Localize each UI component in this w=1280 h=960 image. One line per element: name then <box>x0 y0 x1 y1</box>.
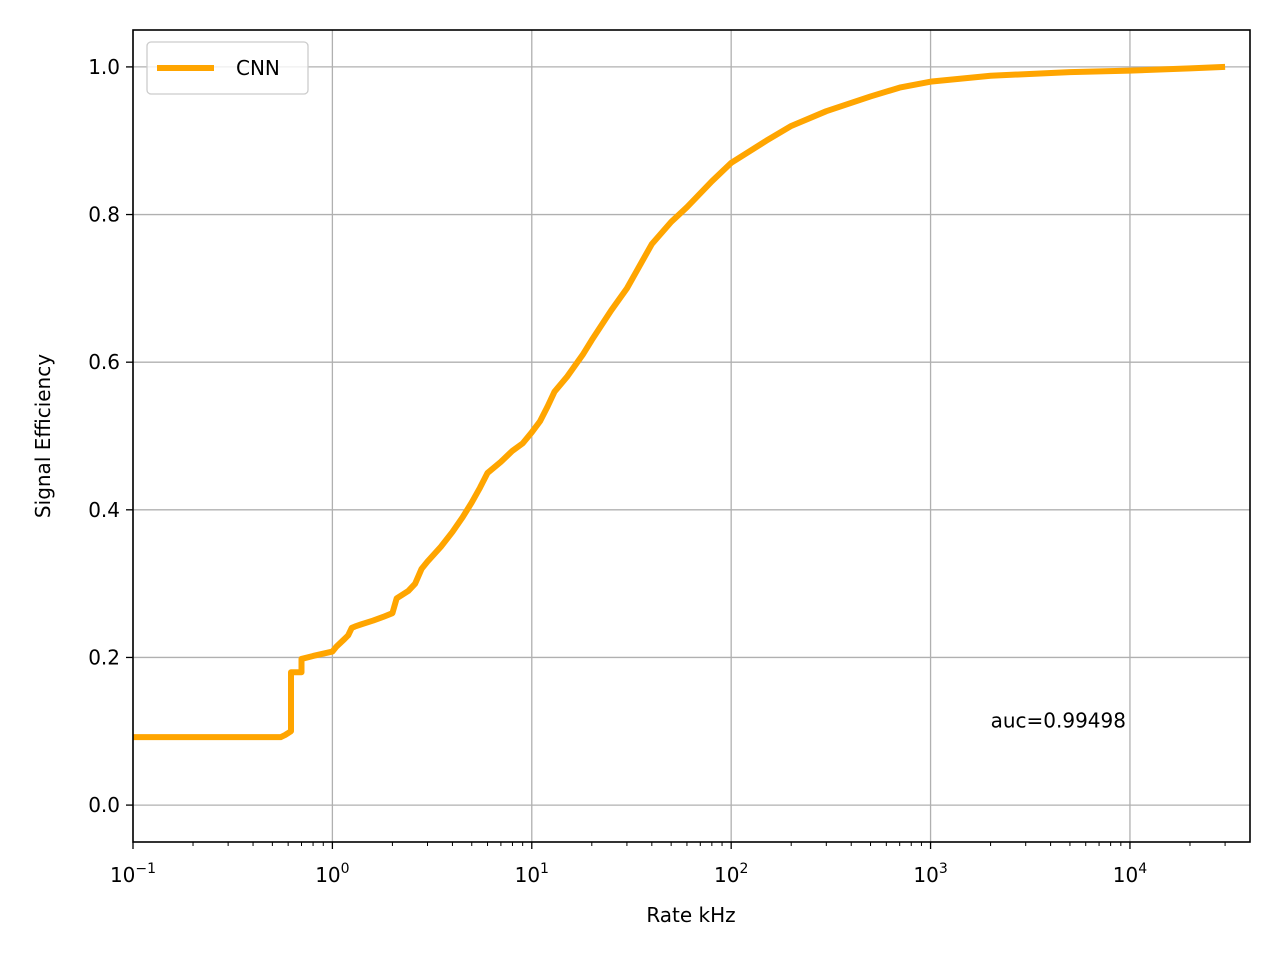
x-tick-label: 101 <box>515 861 549 887</box>
y-tick-label: 0.2 <box>88 645 120 669</box>
x-tick-label: 10−1 <box>110 861 156 887</box>
y-tick-label: 0.8 <box>88 203 120 227</box>
x-tick-label: 100 <box>315 861 349 887</box>
axes-frame <box>132 29 1251 843</box>
legend-box <box>146 41 309 95</box>
y-tick-label: 0.6 <box>88 350 120 374</box>
legend: CNN <box>146 41 309 95</box>
legend-label-cnn: CNN <box>236 56 280 80</box>
y-tick-label: 0.0 <box>88 793 120 817</box>
y-tick-label: 1.0 <box>88 55 120 79</box>
grid <box>132 30 1250 842</box>
y-axis-label: Signal Efficiency <box>31 354 55 518</box>
auc-annotation: auc=0.99498 <box>991 709 1126 733</box>
x-axis-label: Rate kHz <box>646 903 735 927</box>
x-tick-label: 103 <box>913 861 947 887</box>
y-tick-label: 0.4 <box>88 498 120 522</box>
x-tick-label: 104 <box>1113 861 1147 887</box>
series-layer <box>133 63 1226 741</box>
ticks: 10−1 100 101 102 103 104 0.0 0.2 0.4 0.6 0.8 1.0 <box>88 55 1226 887</box>
series-line-cnn <box>133 63 1226 741</box>
x-tick-label: 102 <box>714 861 748 887</box>
